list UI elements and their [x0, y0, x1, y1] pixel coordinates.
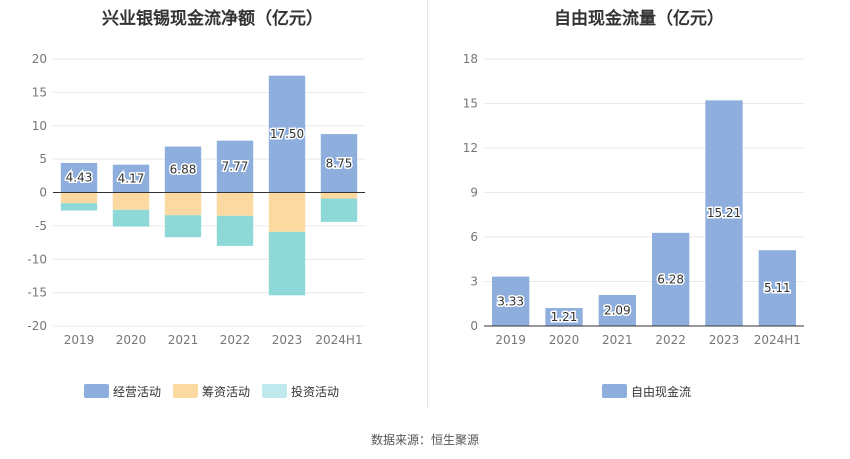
- x-tick-label: 2022: [220, 333, 251, 347]
- bar: [216, 192, 254, 216]
- y-tick-label: 12: [463, 141, 478, 155]
- data-label: 6.88: [170, 163, 197, 177]
- y-tick-label: 20: [32, 52, 47, 66]
- bar: [216, 140, 254, 193]
- bar: [268, 75, 306, 193]
- free-cash-flow-chart: 18 15 12 9 6 3 0 3.33 1.21 2.09 6.28 15.21 5.11 2019 2…: [463, 52, 804, 347]
- y-tick-label: -10: [27, 252, 47, 266]
- bar: [164, 215, 202, 238]
- bar: [758, 250, 796, 326]
- bar: [320, 134, 358, 193]
- y-tick-label: -5: [35, 219, 47, 233]
- data-label: 15.21: [707, 206, 741, 220]
- data-label: 4.17: [118, 172, 145, 186]
- legend-label: 自由现金流: [631, 384, 692, 399]
- left-legend: 经营活动 筹资活动 投资活动: [78, 383, 345, 399]
- legend-label: 经营活动: [113, 384, 162, 399]
- y-tick-label: 15: [32, 85, 47, 99]
- data-label: 7.77: [222, 160, 249, 174]
- bar: [320, 192, 358, 199]
- data-label: 4.43: [66, 171, 93, 185]
- bar: [492, 276, 530, 326]
- legend-label: 投资活动: [291, 384, 340, 399]
- bar: [598, 294, 636, 326]
- bar: [216, 215, 254, 246]
- x-tick-label: 2020: [549, 333, 580, 347]
- bar: [268, 231, 306, 296]
- right-chart-title: 自由现金流量（亿元）: [554, 9, 724, 29]
- x-tick-label: 2022: [655, 333, 686, 347]
- y-tick-label: 18: [463, 52, 478, 66]
- x-tick-label: 2023: [709, 333, 740, 347]
- data-label: 3.33: [497, 294, 524, 308]
- y-tick-label: 9: [470, 186, 478, 200]
- x-tick-label: 2023: [272, 333, 303, 347]
- y-tick-label: 15: [463, 97, 478, 111]
- legend-swatch: [262, 384, 288, 398]
- bar: [164, 146, 202, 193]
- bar: [112, 192, 150, 210]
- data-source-note: 数据来源：恒生聚源: [370, 433, 479, 447]
- y-tick-label: -15: [27, 286, 47, 300]
- y-tick-label: 6: [470, 230, 478, 244]
- bar: [164, 192, 202, 216]
- x-tick-label: 2024H1: [754, 333, 801, 347]
- legend-item-operating[interactable]: 经营活动: [84, 383, 161, 400]
- bar: [60, 203, 98, 211]
- bar: [545, 308, 583, 326]
- bar: [112, 209, 150, 227]
- bar: [112, 164, 150, 193]
- y-tick-label: 0: [39, 186, 47, 200]
- legend-label: 筹资活动: [202, 384, 251, 399]
- legend-swatch: [602, 384, 627, 398]
- bar: [320, 198, 358, 222]
- legend-item-financing[interactable]: 筹资活动: [173, 383, 250, 400]
- legend-item-free-cash-flow[interactable]: 自由现金流: [602, 383, 691, 400]
- data-label: 8.75: [326, 156, 353, 170]
- legend-item-investing[interactable]: 投资活动: [262, 383, 339, 400]
- data-label: 17.50: [270, 127, 304, 141]
- y-tick-label: 0: [470, 319, 478, 333]
- y-tick-label: 10: [32, 119, 47, 133]
- y-tick-label: -20: [27, 319, 47, 333]
- bar: [652, 232, 690, 326]
- data-label: 6.28: [657, 272, 684, 286]
- x-tick-label: 2021: [602, 333, 633, 347]
- legend-swatch: [173, 384, 199, 398]
- legend-swatch: [84, 384, 109, 398]
- x-tick-label: 2019: [495, 333, 526, 347]
- right-legend: 自由现金流: [596, 383, 697, 399]
- bar: [268, 192, 306, 232]
- x-tick-label: 2020: [116, 333, 147, 347]
- y-tick-label: 5: [39, 152, 47, 166]
- data-label: 5.11: [764, 281, 791, 295]
- x-tick-label: 2021: [168, 333, 199, 347]
- data-label: 2.09: [604, 303, 631, 317]
- bar: [60, 162, 98, 193]
- cash-flow-chart: 20 15 10 5 0 -5 -10 -15 -20 4.43 4.17 6.88 7.77 17.50…: [27, 52, 365, 347]
- x-tick-label: 2024H1: [315, 333, 362, 347]
- bar: [60, 192, 98, 204]
- panel-divider: [427, 0, 428, 408]
- y-tick-label: 3: [470, 275, 478, 289]
- left-chart-title: 兴业银锡现金流净额（亿元）: [102, 9, 323, 29]
- data-label: 1.21: [551, 310, 578, 324]
- x-tick-label: 2019: [64, 333, 95, 347]
- bar: [705, 100, 743, 326]
